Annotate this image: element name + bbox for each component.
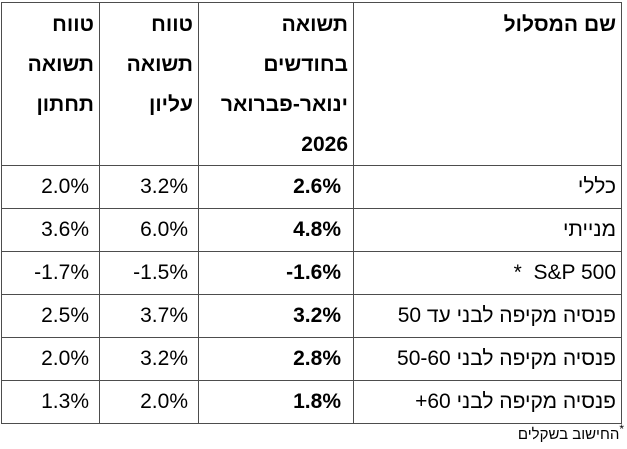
lower-range-cell: 1.3% — [1, 380, 100, 424]
lower-range-cell: 2.5% — [1, 294, 100, 338]
returns-table: שם המסלול תשואה בחודשים ינואר-פברואר 202… — [1, 2, 622, 424]
return-cell: 2.8% — [198, 337, 354, 381]
return-cell: 3.2% — [198, 294, 354, 338]
table-row-pension-under-50: פנסיה מקיפה לבני עד 50 3.2% 3.7% 2.5% — [1, 294, 622, 338]
table-row-pension-60-plus: פנסיה מקיפה לבני 60+ 1.8% 2.0% 1.3% — [1, 380, 622, 424]
track-name-cell: S&P 500 * — [353, 251, 622, 295]
track-name-cell: מנייתי — [353, 208, 622, 252]
upper-range-cell: 6.0% — [99, 208, 199, 252]
table-row-general: כללי 2.6% 3.2% 2.0% — [1, 165, 622, 209]
header-lower-return-range: טווח תשואה תחתון — [1, 2, 100, 166]
table-header-row: שם המסלול תשואה בחודשים ינואר-פברואר 202… — [1, 2, 622, 166]
upper-range-cell: 2.0% — [99, 380, 199, 424]
track-name-cell: פנסיה מקיפה לבני 60+ — [353, 380, 622, 424]
header-track-name: שם המסלול — [353, 2, 622, 166]
return-cell: 2.6% — [198, 165, 354, 209]
lower-range-cell: 2.0% — [1, 337, 100, 381]
table-row-sp500: S&P 500 * -1.6% -1.5% -1.7% — [1, 251, 622, 295]
lower-range-cell: 3.6% — [1, 208, 100, 252]
return-cell: 1.8% — [198, 380, 354, 424]
footnote: *החישוב בשקלים — [517, 422, 624, 445]
upper-range-cell: -1.5% — [99, 251, 199, 295]
header-upper-return-range: טווח תשואה עליון — [99, 2, 199, 166]
footnote-asterisk: * — [619, 422, 624, 436]
lower-range-cell: -1.7% — [1, 251, 100, 295]
track-name-cell: פנסיה מקיפה לבני 50-60 — [353, 337, 622, 381]
return-cell: 4.8% — [198, 208, 354, 252]
track-name-cell: פנסיה מקיפה לבני עד 50 — [353, 294, 622, 338]
upper-range-cell: 3.2% — [99, 337, 199, 381]
track-name-cell: כללי — [353, 165, 622, 209]
table-row-equity: מנייתי 4.8% 6.0% 3.6% — [1, 208, 622, 252]
table-row-pension-50-60: פנסיה מקיפה לבני 50-60 2.8% 3.2% 2.0% — [1, 337, 622, 381]
footnote-text: החישוב בשקלים — [517, 426, 620, 443]
return-cell: -1.6% — [198, 251, 354, 295]
upper-range-cell: 3.2% — [99, 165, 199, 209]
lower-range-cell: 2.0% — [1, 165, 100, 209]
upper-range-cell: 3.7% — [99, 294, 199, 338]
header-return-jan-feb-2026: תשואה בחודשים ינואר-פברואר 2026 — [198, 2, 354, 166]
